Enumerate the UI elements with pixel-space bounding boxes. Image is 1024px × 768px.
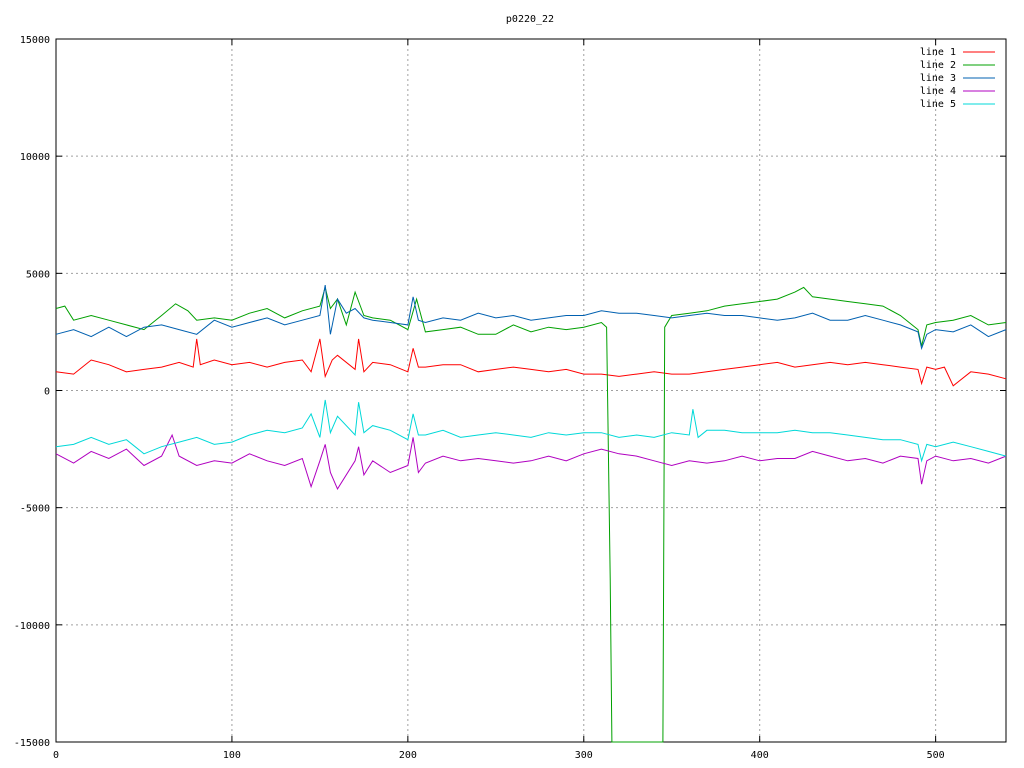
chart-title: p0220_22 [506, 14, 554, 25]
legend-label-5: line 5 [920, 99, 956, 110]
y-tick-label: -5000 [20, 504, 50, 515]
series-line-3 [55, 285, 1007, 351]
legend-label-2: line 2 [920, 60, 956, 71]
x-tick-label: 200 [399, 750, 417, 761]
axis-ticks: 0 100 200 300 400 500 -15000 -10000 -5000 0 5000 10… [14, 35, 1006, 761]
series-line-2 [55, 285, 1007, 743]
y-tick-label: 0 [44, 387, 50, 398]
x-tick-label: 0 [53, 750, 59, 761]
y-tick-label: 15000 [20, 35, 50, 46]
y-tick-label: 5000 [26, 269, 50, 280]
series-group [55, 285, 1007, 743]
legend-label-3: line 3 [920, 73, 956, 84]
legend: line 1 line 2 line 3 line 4 line 5 [920, 47, 995, 110]
legend-label-4: line 4 [920, 86, 956, 97]
x-tick-label: 300 [575, 750, 593, 761]
series-line-1 [55, 338, 1007, 387]
x-tick-label: 100 [223, 750, 241, 761]
gridlines [56, 39, 1006, 742]
x-tick-label: 400 [751, 750, 769, 761]
y-tick-label: -15000 [14, 738, 50, 749]
series-line-4 [55, 433, 1007, 490]
y-tick-label: 10000 [20, 152, 50, 163]
legend-label-1: line 1 [920, 47, 956, 58]
series-line-5 [55, 399, 1007, 463]
x-tick-label: 500 [927, 750, 945, 761]
y-tick-label: -10000 [14, 621, 50, 632]
